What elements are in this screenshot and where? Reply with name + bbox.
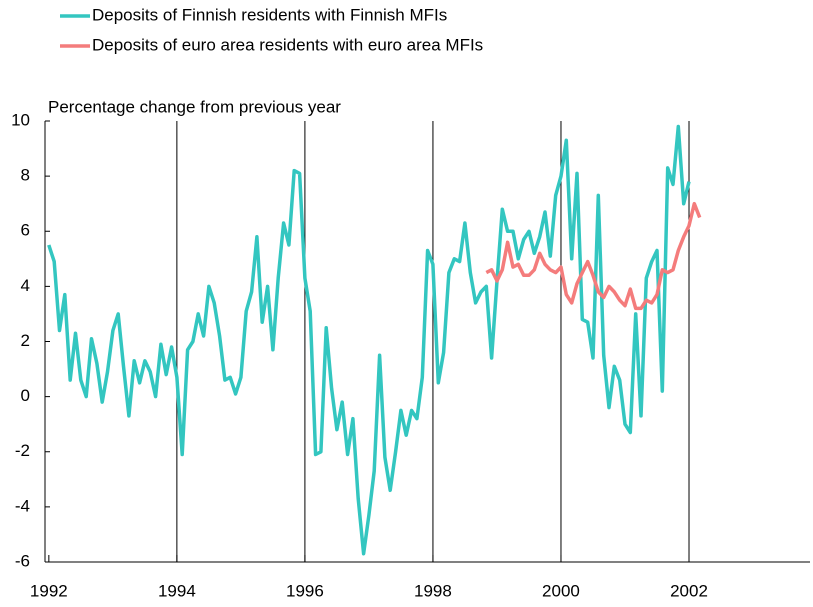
y-tick-label: 2: [21, 331, 30, 350]
x-tick-label: 2002: [670, 581, 708, 600]
y-axis-label: Percentage change from previous year: [48, 97, 341, 116]
series-line: [485, 201, 702, 311]
legend-label: Deposits of euro area residents with eur…: [92, 35, 483, 54]
y-tick-label: -2: [15, 441, 30, 460]
y-tick-label: 8: [21, 166, 30, 185]
y-tick-label: 6: [21, 221, 30, 240]
y-tick-label: 10: [11, 110, 30, 129]
x-tick-label: 2000: [542, 581, 580, 600]
x-tick-label: 1996: [286, 581, 324, 600]
y-tick-label: -4: [15, 496, 30, 515]
series-line: [47, 124, 691, 556]
x-tick-label: 1994: [158, 581, 196, 600]
y-tick-label: 0: [21, 386, 30, 405]
y-tick-label: 4: [21, 276, 30, 295]
y-tick-label: -6: [15, 551, 30, 570]
legend-label: Deposits of Finnish residents with Finni…: [92, 5, 447, 24]
x-tick-label: 1992: [30, 581, 68, 600]
x-tick-label: 1998: [414, 581, 452, 600]
